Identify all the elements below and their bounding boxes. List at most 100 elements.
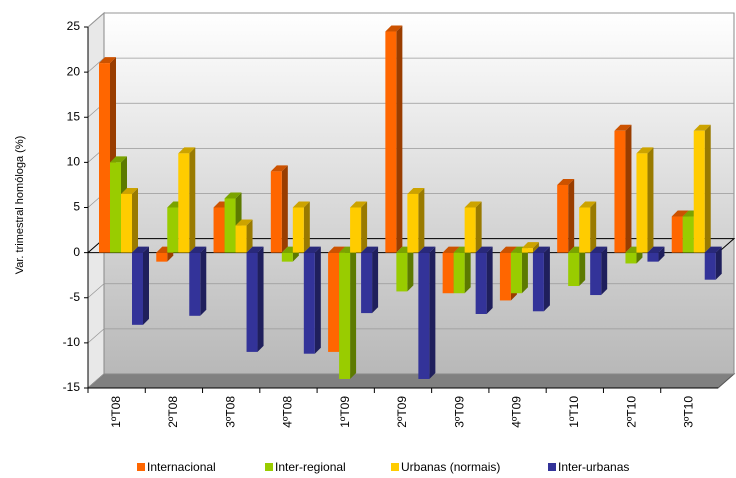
x-tick-label: 2ºT09 <box>395 396 409 428</box>
y-tick-label: 20 <box>67 64 81 78</box>
x-tick-label: 3ºT08 <box>223 396 237 428</box>
bar <box>693 130 705 253</box>
bar <box>270 171 282 253</box>
bar-top <box>189 246 207 253</box>
bar <box>213 207 225 253</box>
legend-label: Internacional <box>147 460 216 474</box>
y-tick-label: 5 <box>73 200 80 214</box>
x-tick-label: 4ºT08 <box>281 396 295 428</box>
bar-side <box>418 187 425 253</box>
bar-top <box>614 124 632 131</box>
bar-side <box>521 246 528 294</box>
bar-top <box>464 201 482 208</box>
legend-label: Urbanas (normais) <box>401 460 500 474</box>
bar-side <box>601 246 608 296</box>
bar-top <box>99 57 116 64</box>
bar <box>328 252 340 352</box>
bar-side <box>532 242 539 253</box>
y-tick-label: -10 <box>63 335 81 349</box>
bar-top <box>121 187 138 194</box>
legend-label: Inter-regional <box>275 460 346 474</box>
bar-top <box>671 210 689 217</box>
bar <box>568 252 580 287</box>
bar-top <box>303 246 321 253</box>
bar <box>235 225 247 253</box>
bar <box>418 252 430 379</box>
bar-side <box>407 246 414 292</box>
bar-side <box>372 246 379 314</box>
bar-top <box>532 246 550 253</box>
bar-side <box>543 246 550 312</box>
bar <box>614 130 626 253</box>
x-tick-label: 3ºT09 <box>452 396 466 428</box>
bar-side <box>361 201 368 253</box>
x-tick-label: 3ºT10 <box>682 396 696 428</box>
bar-side <box>257 246 264 352</box>
bar <box>499 252 511 301</box>
y-axis-label: Var. trimestral homóloga (%) <box>14 136 26 275</box>
bar-side <box>486 246 493 314</box>
bar-top <box>178 147 196 154</box>
bar <box>361 252 373 314</box>
x-tick-label: 4ºT09 <box>510 396 524 428</box>
bar-top <box>499 246 517 253</box>
legend-swatch <box>137 463 145 471</box>
bar-side <box>568 178 575 253</box>
bar <box>521 248 533 253</box>
bar-top <box>328 246 346 253</box>
bar-side <box>350 246 357 379</box>
bar-top <box>270 165 288 172</box>
bar-top <box>246 246 264 253</box>
bar <box>464 207 476 253</box>
bar-top <box>110 156 127 163</box>
grid-line <box>87 328 734 344</box>
bar <box>590 252 602 296</box>
bar-top <box>132 246 149 253</box>
bar <box>453 252 465 294</box>
bar <box>167 207 179 253</box>
x-tick-label: 1ºT10 <box>567 396 581 428</box>
bar <box>442 252 454 294</box>
bar <box>189 252 201 316</box>
bar <box>224 198 236 253</box>
bar-side <box>396 25 403 253</box>
bar-top <box>235 219 253 226</box>
x-tick-label: 2ºT08 <box>166 396 180 428</box>
bar-top <box>442 246 460 253</box>
y-tick-label: -15 <box>63 380 81 394</box>
bar-top <box>557 178 575 185</box>
bar-top <box>636 147 654 154</box>
bar <box>475 252 487 314</box>
bar <box>636 153 648 253</box>
bar <box>156 252 168 262</box>
bar <box>671 216 683 253</box>
bar <box>132 252 143 325</box>
bar-top <box>704 246 722 253</box>
bar-top <box>647 246 665 253</box>
bar-top <box>292 201 310 208</box>
grid-line <box>87 12 734 28</box>
bar <box>178 153 190 253</box>
bar <box>110 162 121 253</box>
grid-line <box>87 373 734 389</box>
bar <box>532 252 544 312</box>
bar-side <box>579 246 586 287</box>
bar-top <box>418 246 436 253</box>
bar-side <box>429 246 436 379</box>
x-tick-label: 1ºT08 <box>109 396 123 428</box>
bar-side <box>281 165 288 253</box>
bar-side <box>303 201 310 253</box>
bar-top <box>350 201 368 208</box>
legend-swatch <box>391 463 399 471</box>
bar <box>339 252 351 379</box>
bar-side <box>200 246 207 316</box>
bar-side <box>246 219 253 253</box>
bar <box>407 193 419 253</box>
bar <box>510 252 522 294</box>
bar-top <box>590 246 608 253</box>
bar-side <box>132 187 138 253</box>
y-tick-label: 0 <box>73 245 80 259</box>
bar-top <box>361 246 379 253</box>
x-tick-label: 1ºT09 <box>338 396 352 428</box>
bar <box>99 63 110 253</box>
